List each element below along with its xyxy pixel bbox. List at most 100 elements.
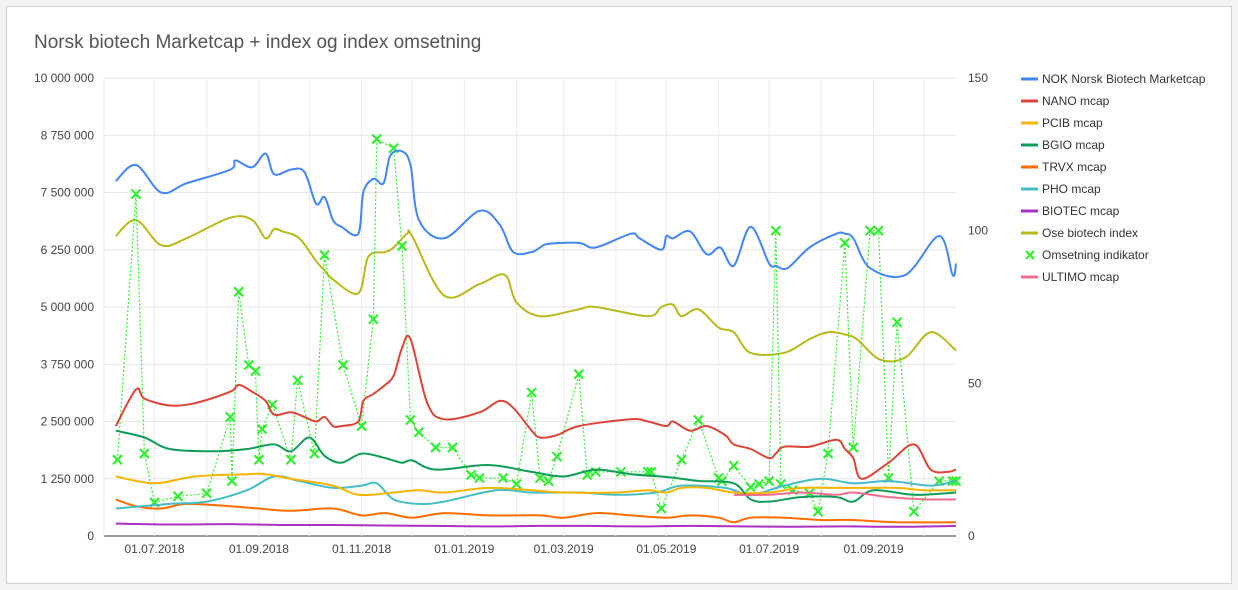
legend-swatch xyxy=(1025,250,1035,260)
data-point xyxy=(319,249,330,261)
data-point xyxy=(292,375,303,386)
y-tick-label: 10 000 000 xyxy=(34,71,94,85)
legend-item-ose-biotech-index: Ose biotech index xyxy=(1021,226,1138,240)
legend-item-pho-mcap: PHO mcap xyxy=(1021,182,1101,196)
x-tick-label: 01.09.2018 xyxy=(229,542,289,556)
data-point xyxy=(693,414,704,426)
data-point xyxy=(226,475,238,487)
y-tick-label: 2 500 000 xyxy=(41,415,95,429)
legend-label: BIOTEC mcap xyxy=(1042,204,1120,218)
data-point xyxy=(891,316,903,328)
data-point xyxy=(285,454,297,465)
series-ultimo-mcap xyxy=(733,491,957,501)
y2-tick-label: 100 xyxy=(968,224,988,238)
y-tick-label: 3 750 000 xyxy=(41,357,95,371)
legend-item-pcib-mcap: PCIB mcap xyxy=(1021,116,1103,130)
data-point xyxy=(474,472,485,484)
series-bgio-mcap xyxy=(115,429,957,503)
y-tick-label: 0 xyxy=(87,529,94,543)
series-line xyxy=(733,491,957,501)
series-line xyxy=(115,498,957,524)
series-biotec-mcap xyxy=(115,522,957,528)
data-point xyxy=(130,188,142,200)
series-line xyxy=(114,334,957,480)
data-point xyxy=(250,365,261,377)
data-point xyxy=(656,503,667,514)
x-tick-label: 01.01.2019 xyxy=(434,542,494,556)
x-tick-label: 01.11.2018 xyxy=(332,542,391,556)
series-trvx-mcap xyxy=(115,498,957,524)
series-omsetning-indikator xyxy=(112,133,962,517)
data-point xyxy=(139,448,150,459)
data-point xyxy=(770,225,782,236)
x-tick-label: 01.05.2019 xyxy=(636,542,696,556)
chart-legend: NOK Norsk Biotech Marketcap NANO mcap PCIB… xyxy=(1021,72,1206,284)
data-point xyxy=(396,240,408,252)
data-point xyxy=(356,420,367,432)
legend-label: PHO mcap xyxy=(1042,182,1101,196)
data-point xyxy=(908,506,920,517)
data-point xyxy=(848,442,859,453)
y-tick-label: 1 250 000 xyxy=(41,472,95,486)
series-line xyxy=(115,522,957,528)
data-point xyxy=(497,472,509,484)
data-point xyxy=(430,442,441,453)
x-tick-label: 01.07.2018 xyxy=(124,542,184,556)
data-point xyxy=(309,448,320,459)
legend-item-biotec-mcap: BIOTEC mcap xyxy=(1021,204,1120,218)
legend-label: PCIB mcap xyxy=(1042,116,1103,130)
series-line xyxy=(115,215,957,363)
data-point xyxy=(112,454,123,465)
data-point xyxy=(405,414,416,426)
series-nok-norsk-biotech-marketcap xyxy=(115,149,957,278)
data-point xyxy=(745,481,756,493)
data-point xyxy=(873,225,884,236)
chart-title: Norsk biotech Marketcap + index og index… xyxy=(34,32,482,53)
data-point xyxy=(551,451,563,462)
x-axis-ticks: 01.07.2018 01.09.2018 01.11.2018 01.01.2019… xyxy=(124,542,903,556)
right-axis-ticks: 0 50 100 150 xyxy=(968,71,988,543)
data-point xyxy=(839,237,851,249)
data-point xyxy=(822,448,834,459)
data-point xyxy=(511,478,522,490)
data-point xyxy=(526,387,537,398)
legend-item-bgio-mcap: BGIO mcap xyxy=(1021,138,1105,152)
series-pcib-mcap xyxy=(115,472,957,497)
y2-tick-label: 50 xyxy=(968,376,982,390)
data-point xyxy=(201,487,212,499)
data-point xyxy=(753,478,765,490)
data-point xyxy=(337,359,349,371)
legend-item-nano-mcap: NANO mcap xyxy=(1021,94,1110,108)
y2-tick-label: 0 xyxy=(968,529,975,543)
horizontal-gridlines xyxy=(104,77,956,537)
data-point xyxy=(447,442,458,453)
series-line xyxy=(115,149,957,278)
x-tick-label: 01.09.2019 xyxy=(843,542,903,556)
data-point xyxy=(676,454,687,465)
y2-tick-label: 150 xyxy=(968,71,988,85)
y-tick-label: 7 500 000 xyxy=(41,186,95,200)
legend-label: BGIO mcap xyxy=(1042,138,1105,152)
data-point xyxy=(253,454,265,465)
data-point xyxy=(543,475,554,487)
y-tick-label: 8 750 000 xyxy=(41,128,95,142)
data-point xyxy=(225,411,236,423)
y-tick-label: 5 000 000 xyxy=(41,300,95,314)
data-point xyxy=(172,491,184,502)
y-tick-label: 6 250 000 xyxy=(41,243,95,257)
legend-label: Omsetning indikator xyxy=(1042,248,1149,262)
data-point xyxy=(256,423,268,435)
legend-label: TRVX mcap xyxy=(1042,160,1107,174)
legend-label: Ose biotech index xyxy=(1042,226,1138,240)
data-point xyxy=(465,469,477,481)
series-ose-biotech-index xyxy=(115,215,957,363)
x-tick-label: 01.03.2019 xyxy=(534,542,594,556)
data-point xyxy=(864,225,876,236)
legend-item-ultimo-mcap: ULTIMO mcap xyxy=(1021,270,1119,284)
series-line xyxy=(115,472,957,497)
series-line xyxy=(115,429,957,503)
left-axis-ticks: 0 1 250 000 2 500 000 3 750 000 5 000 000 6 2… xyxy=(34,71,94,543)
data-point xyxy=(573,368,585,380)
data-point xyxy=(763,475,775,487)
